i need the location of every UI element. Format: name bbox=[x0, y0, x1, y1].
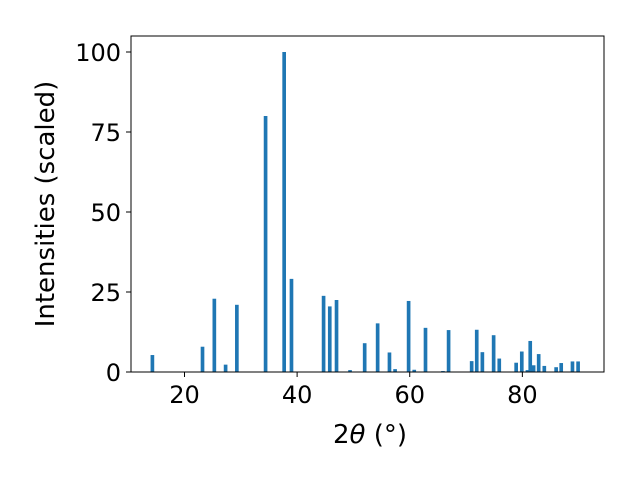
bar bbox=[327, 306, 332, 372]
bar bbox=[542, 365, 547, 372]
bar bbox=[480, 352, 485, 372]
y-axis-label: Intensities (scaled) bbox=[31, 81, 61, 328]
bar bbox=[570, 361, 575, 372]
x-tick-label: 20 bbox=[169, 381, 200, 409]
bar bbox=[525, 370, 530, 372]
bar bbox=[519, 351, 524, 372]
bar bbox=[406, 300, 411, 372]
bar bbox=[423, 327, 428, 372]
plot-frame bbox=[130, 35, 605, 373]
y-tick-label: 0 bbox=[106, 359, 121, 387]
bar bbox=[348, 370, 352, 372]
bar bbox=[321, 295, 326, 372]
x-tick-label: 40 bbox=[282, 381, 313, 409]
y-tick-label: 25 bbox=[90, 279, 121, 307]
bar bbox=[446, 330, 451, 372]
y-tick-label: 50 bbox=[90, 199, 121, 227]
bar bbox=[474, 329, 479, 372]
y-tick-label: 100 bbox=[75, 39, 121, 67]
bar bbox=[412, 369, 417, 372]
bar bbox=[263, 116, 268, 372]
bar bbox=[387, 352, 392, 372]
x-tick-label: 60 bbox=[394, 381, 425, 409]
bar bbox=[223, 364, 228, 372]
bar bbox=[150, 355, 155, 372]
bar bbox=[235, 304, 239, 372]
x-axis-label: 2θ (°) bbox=[333, 420, 407, 450]
y-tick-label: 75 bbox=[90, 119, 121, 147]
bar bbox=[375, 323, 380, 372]
bar bbox=[536, 354, 541, 372]
x-axis-ticks: 20 40 60 80 bbox=[169, 372, 538, 409]
bar bbox=[393, 369, 397, 372]
bar bbox=[289, 278, 294, 372]
bar bbox=[576, 361, 580, 372]
x-tick-label: 80 bbox=[507, 381, 538, 409]
bar bbox=[334, 300, 339, 372]
bar bbox=[514, 362, 518, 372]
bar bbox=[531, 365, 536, 372]
bar bbox=[362, 343, 367, 372]
bars-group bbox=[150, 52, 580, 372]
bar bbox=[212, 298, 217, 372]
bar bbox=[554, 367, 558, 372]
y-axis-ticks: 0 25 50 75 100 bbox=[75, 39, 131, 387]
bar bbox=[559, 363, 564, 372]
bar bbox=[528, 340, 533, 372]
bar bbox=[469, 361, 474, 372]
bar bbox=[491, 335, 496, 372]
bar bbox=[497, 358, 502, 372]
bar bbox=[282, 52, 286, 372]
bar bbox=[200, 346, 205, 372]
